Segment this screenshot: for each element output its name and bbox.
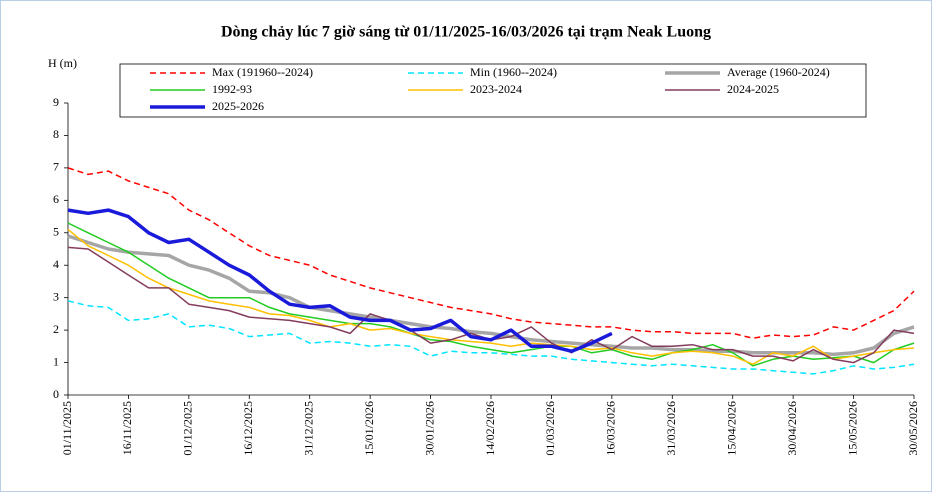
x-tick-label: 15/05/2026 xyxy=(845,401,859,456)
chart-title: Dòng chảy lúc 7 giờ sáng từ 01/11/2025-1… xyxy=(221,24,711,41)
legend-label: 2024-2025 xyxy=(727,82,779,96)
x-tick-label: 16/03/2026 xyxy=(604,401,618,456)
x-tick-label: 01/11/2025 xyxy=(60,401,74,455)
y-tick-label: 3 xyxy=(53,289,59,303)
x-tick-label: 16/12/2025 xyxy=(241,401,255,456)
y-tick-label: 8 xyxy=(53,127,59,141)
y-tick-label: 2 xyxy=(53,322,59,336)
y-tick-label: 4 xyxy=(53,257,59,271)
x-tick-label: 30/05/2026 xyxy=(906,401,920,456)
legend-label: Min (1960--2024) xyxy=(470,65,557,79)
y-axis-label: H (m) xyxy=(48,56,77,70)
legend-label: Max (191960--2024) xyxy=(212,65,313,79)
x-tick-label: 31/03/2026 xyxy=(664,401,678,456)
legend-label: Average (1960-2024) xyxy=(727,65,830,79)
x-tick-label: 30/04/2026 xyxy=(785,401,799,456)
y-tick-label: 7 xyxy=(53,160,59,174)
legend-label: 1992-93 xyxy=(212,82,252,96)
x-tick-label: 15/01/2026 xyxy=(362,401,376,456)
y-tick-label: 1 xyxy=(53,354,59,368)
series-line xyxy=(67,208,613,353)
x-tick-label: 15/04/2026 xyxy=(724,401,738,456)
y-tick-label: 5 xyxy=(53,225,59,239)
series-line xyxy=(67,222,915,367)
legend-box xyxy=(119,63,867,118)
x-tick-label: 14/02/2026 xyxy=(483,401,497,456)
x-tick-label: 31/12/2025 xyxy=(301,401,315,456)
series-line xyxy=(67,228,915,365)
x-tick-label: 16/11/2025 xyxy=(120,401,134,455)
x-tick-label: 30/01/2026 xyxy=(422,401,436,456)
y-tick-label: 9 xyxy=(53,95,59,109)
y-tick-label: 6 xyxy=(53,192,59,206)
legend-label: 2025-2026 xyxy=(212,99,264,113)
series-line xyxy=(67,300,915,375)
x-tick-label: 01/12/2025 xyxy=(181,401,195,456)
x-tick-label: 01/03/2026 xyxy=(543,401,557,456)
legend-label: 2023-2024 xyxy=(470,82,522,96)
series-line xyxy=(67,167,915,339)
y-tick-label: 0 xyxy=(53,387,59,401)
